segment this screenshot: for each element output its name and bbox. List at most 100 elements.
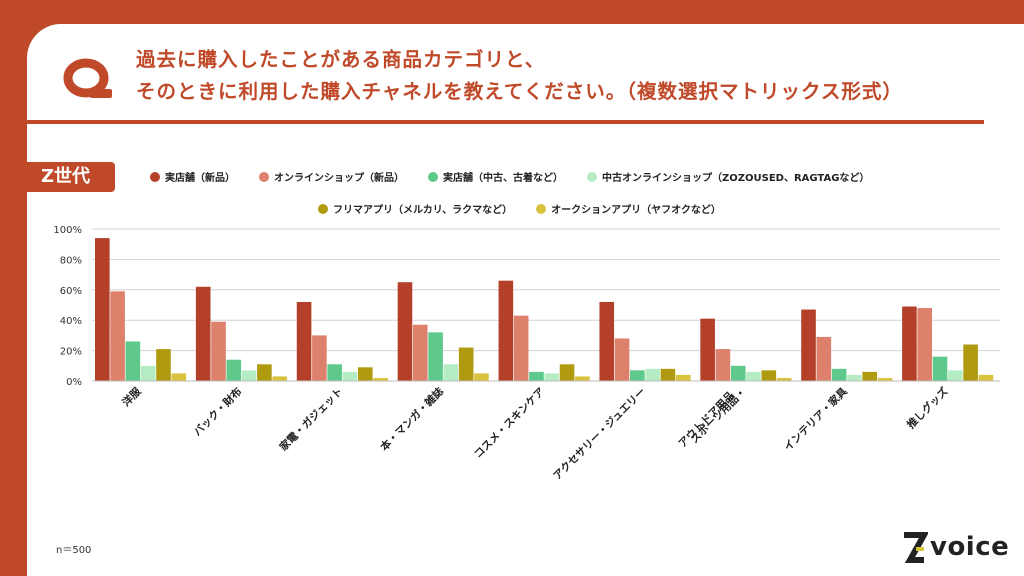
bar (877, 377, 893, 381)
bar (257, 364, 272, 381)
bar (700, 318, 715, 381)
y-tick-label: 40% (60, 316, 82, 327)
legend-label: オンラインショップ（新品） (274, 173, 404, 184)
bar (412, 324, 428, 381)
bar (195, 286, 211, 381)
legend-swatch (259, 171, 269, 182)
y-tick-label: 60% (60, 286, 82, 297)
bar (327, 364, 342, 381)
bar (847, 374, 862, 381)
legend-swatch (428, 171, 438, 182)
question-line-1: 過去に購入したことがある商品カテゴリと、 (136, 48, 546, 71)
z-logo-icon (904, 532, 928, 563)
bar (599, 301, 615, 381)
brand-logo: voice (902, 530, 1018, 566)
q-letter-icon (63, 58, 112, 98)
bar (156, 349, 171, 381)
bar (730, 365, 746, 381)
bar (498, 280, 514, 381)
x-tick-label: インテリア・家具 (781, 385, 850, 454)
bar (296, 301, 312, 381)
x-tick-label: 洋服 (120, 385, 144, 409)
bar (211, 321, 226, 381)
bar (816, 336, 832, 381)
bar (428, 332, 443, 381)
bar (614, 338, 630, 381)
bar (675, 374, 691, 381)
bar (95, 238, 110, 381)
legend-item: オンラインショップ（新品） (259, 169, 404, 184)
bar (715, 349, 731, 381)
bar (776, 377, 792, 381)
bar (226, 359, 242, 381)
x-tick-label: 家電・ガジェット (277, 385, 346, 454)
legend-label: オークションアプリ（ヤフオクなど） (551, 205, 721, 216)
legend-swatch (587, 171, 597, 182)
bar (443, 364, 459, 381)
bar (575, 376, 590, 381)
legend-row-2: フリマアプリ（メルカリ、ラクマなど） オークションアプリ（ヤフオクなど） (318, 201, 721, 216)
bar (272, 376, 287, 381)
legend-swatch (150, 171, 160, 182)
sample-size-label: n＝500 (56, 545, 92, 556)
bar (110, 291, 125, 381)
y-tick-label: 80% (60, 255, 82, 266)
bar (529, 371, 544, 381)
bar (140, 365, 156, 381)
bar (978, 374, 994, 381)
bar (125, 341, 141, 381)
bar (761, 370, 777, 381)
bar (831, 368, 847, 381)
bar (312, 335, 327, 381)
question-line-2: そのときに利用した購入チャネルを教えてください。（複数選択マトリックス形式） (136, 80, 903, 103)
bar (559, 364, 575, 381)
bar (932, 356, 948, 381)
bar (342, 371, 358, 381)
bar (474, 373, 489, 381)
bar (373, 377, 388, 381)
generation-badge: Z世代 (27, 162, 115, 192)
header-divider (27, 120, 984, 124)
bar (746, 371, 761, 381)
bar (645, 368, 660, 381)
bar (660, 368, 676, 381)
y-tick-label: 100% (53, 225, 82, 236)
brand-name: voice (930, 532, 1010, 562)
bar (241, 370, 257, 381)
bar (458, 347, 474, 381)
x-tick-label: 本・マンガ・雑誌 (378, 385, 447, 454)
legend-label: 中古オンラインショップ（ZOZOUSED、RAGTAGなど） (602, 173, 870, 184)
bar (862, 371, 878, 381)
bar (948, 370, 963, 381)
legend-item: 実店舗（中古、古着など） (428, 169, 563, 184)
legend-label: 実店舗（新品） (165, 173, 235, 184)
question-text: 過去に購入したことがある商品カテゴリと、 そのときに利用した購入チャネルを教えて… (136, 44, 903, 108)
x-tick-label: 推しグッズ (904, 385, 951, 432)
legend-label: 実店舗（中古、古着など） (443, 173, 563, 184)
x-tick-label: アウトドア用品 (676, 390, 736, 450)
x-tick-label: コスメ・スキンケア (472, 385, 547, 460)
legend-swatch (536, 203, 547, 214)
y-tick-label: 20% (60, 347, 82, 358)
bar (357, 367, 373, 381)
legend-swatch (318, 203, 328, 214)
legend-row-1: 実店舗（新品） オンラインショップ（新品） 実店舗（中古、古着など） 中古オンラ… (150, 169, 869, 184)
legend-item: フリマアプリ（メルカリ、ラクマなど） (318, 201, 512, 216)
bar (397, 282, 413, 381)
bar (963, 344, 978, 381)
y-tick-label: 0% (66, 377, 82, 388)
bar (513, 315, 529, 381)
legend-item: 実店舗（新品） (150, 169, 235, 184)
bar (917, 308, 933, 381)
x-tick-label: アクセサリー・ジュエリー (551, 386, 648, 483)
content-card (27, 24, 1024, 576)
legend-label: フリマアプリ（メルカリ、ラクマなど） (333, 205, 513, 216)
bar (544, 373, 560, 381)
legend-item: 中古オンラインショップ（ZOZOUSED、RAGTAGなど） (587, 169, 869, 184)
bar (630, 370, 645, 381)
legend-item: オークションアプリ（ヤフオクなど） (536, 201, 721, 216)
bar (171, 373, 187, 381)
bar (902, 306, 917, 381)
x-tick-label: バック・財布 (191, 385, 245, 439)
